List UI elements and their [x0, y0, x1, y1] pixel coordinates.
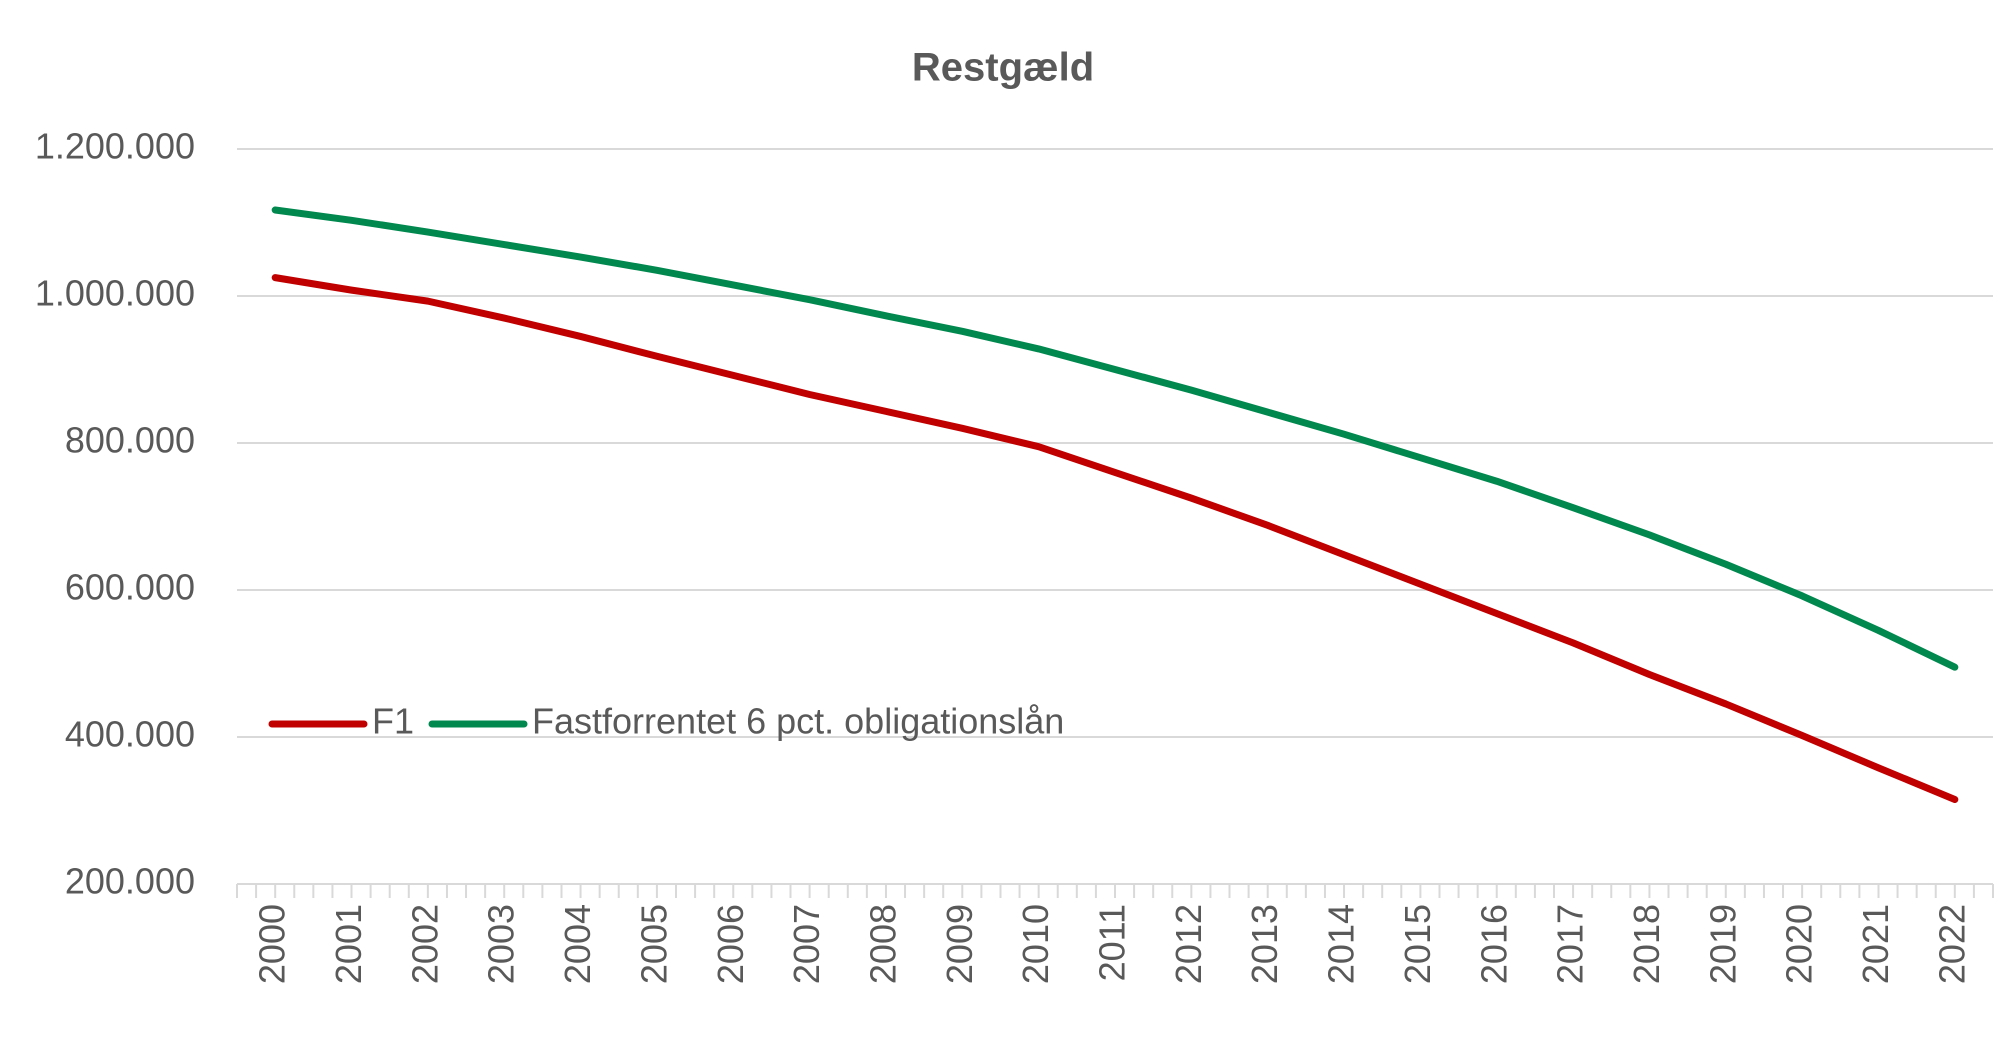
x-tick-label: 2012: [1168, 904, 1209, 984]
y-tick-label: 1.200.000: [35, 126, 195, 167]
x-tick-label: 2022: [1931, 904, 1972, 984]
line-series: [271, 274, 1959, 803]
x-tick-label: 2017: [1550, 904, 1591, 984]
x-tick-label: 2000: [252, 904, 293, 984]
x-tick-label: 2003: [481, 904, 522, 984]
x-tick-label: 2016: [1473, 904, 1514, 984]
x-tick-label: 2004: [557, 904, 598, 984]
x-tick-label: 2011: [1092, 904, 1133, 981]
y-tick-label: 400.000: [65, 714, 195, 755]
x-tick-label: 2010: [1015, 904, 1056, 984]
x-tick-label: 2002: [404, 904, 445, 984]
y-tick-label: 1.000.000: [35, 273, 195, 314]
y-tick-label: 600.000: [65, 567, 195, 608]
x-tick-label: 2009: [939, 904, 980, 984]
legend-label: F1: [372, 701, 414, 742]
y-tick-label: 200.000: [65, 861, 195, 902]
x-tick-label: 2018: [1626, 904, 1667, 984]
x-tick-label: 2008: [862, 904, 903, 984]
x-tick-label: 2015: [1397, 904, 1438, 984]
x-tick-label: 2001: [328, 904, 369, 984]
y-tick-label: 800.000: [65, 420, 195, 461]
x-tick-label: 2013: [1244, 904, 1285, 984]
x-tick-label: 2007: [786, 904, 827, 984]
x-tick-label: 2021: [1855, 904, 1896, 984]
x-tick-label: 2020: [1779, 904, 1820, 984]
line-series: [271, 206, 1959, 671]
x-tick-label: 2014: [1321, 904, 1362, 984]
x-tick-label: 2006: [710, 904, 751, 984]
x-tick-label: 2019: [1702, 904, 1743, 984]
x-tick-label: 2005: [633, 904, 674, 984]
chart-title: Restgæld: [912, 46, 1094, 90]
legend-label: Fastforrentet 6 pct. obligationslån: [532, 701, 1064, 742]
